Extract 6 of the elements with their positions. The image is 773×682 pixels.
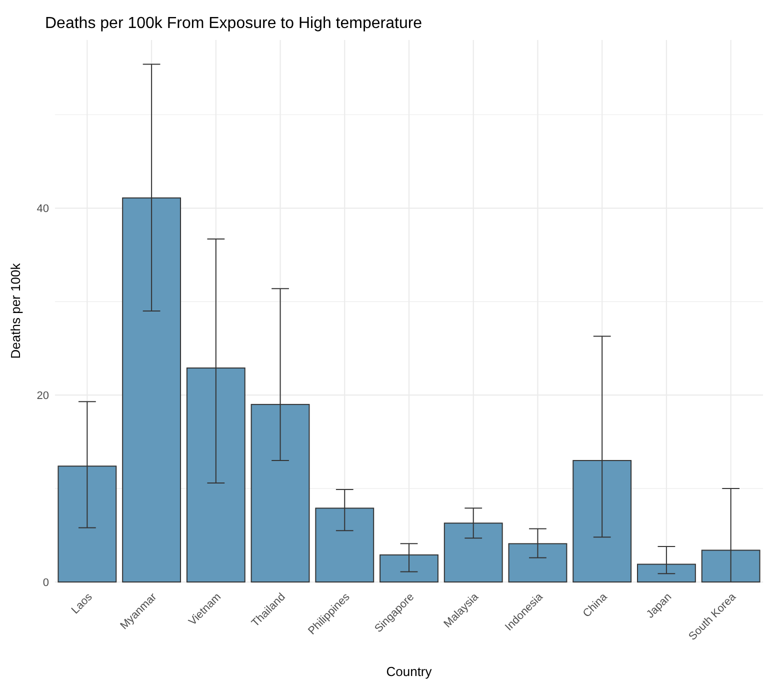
y-axis-title: Deaths per 100k	[8, 262, 23, 359]
x-axis-title: Country	[386, 664, 432, 679]
chart-title: Deaths per 100k From Exposure to High temperature	[45, 15, 422, 32]
y-tick-label: 0	[42, 576, 49, 589]
y-tick-label: 20	[36, 390, 49, 402]
y-tick-label: 40	[36, 203, 49, 216]
